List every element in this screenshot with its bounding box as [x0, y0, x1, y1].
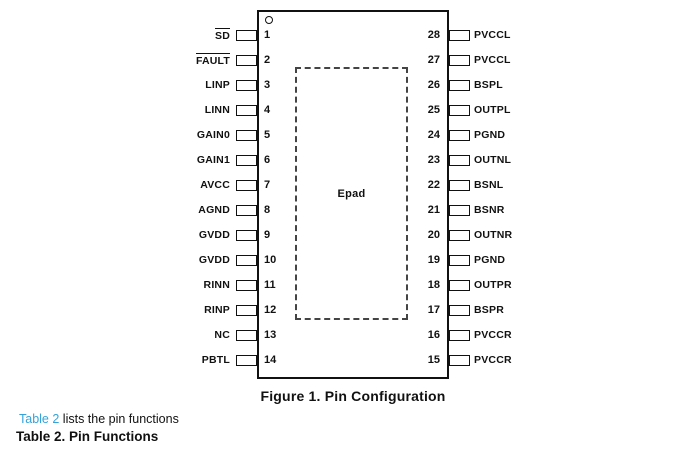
pin-stub	[449, 355, 470, 366]
pin-number: 8	[264, 204, 271, 216]
pin-number: 23	[427, 154, 440, 166]
pin-label: RINP	[204, 304, 230, 316]
pin-stub	[236, 55, 257, 66]
pin-number: 20	[427, 229, 440, 241]
pin-number: 15	[427, 354, 440, 366]
pin-stub	[236, 30, 257, 41]
pin-label: RINN	[203, 279, 230, 291]
pin-stub	[449, 80, 470, 91]
pin-stub	[236, 80, 257, 91]
pin-number: 11	[264, 279, 276, 291]
pin-number: 18	[427, 279, 440, 291]
pin-number: 28	[427, 29, 440, 41]
pin-stub	[236, 280, 257, 291]
pin-stub	[449, 330, 470, 341]
pin-label: PGND	[474, 129, 506, 141]
pin-label: LINN	[204, 104, 230, 116]
pin-stub	[236, 330, 257, 341]
pin-label: OUTPL	[474, 104, 511, 116]
pin-label: PVCCL	[474, 54, 511, 66]
epad-region: Epad	[295, 67, 408, 320]
pin-stub	[236, 105, 257, 116]
pin-number: 13	[264, 329, 277, 341]
footer-note-text: lists the pin functions	[59, 412, 179, 426]
pin-stub	[449, 305, 470, 316]
pin-stub	[449, 280, 470, 291]
pin-number: 19	[427, 254, 440, 266]
pin-label-overlined: FAULT	[195, 53, 230, 67]
pin-stub	[449, 105, 470, 116]
pin-number: 2	[264, 54, 271, 66]
pin-label: LINP	[205, 79, 230, 91]
pin-label: AVCC	[200, 179, 230, 191]
pin-number: 1	[264, 29, 271, 41]
pin-number: 12	[264, 304, 277, 316]
pin-label: GAIN0	[196, 129, 230, 141]
pin-label: OUTNL	[474, 154, 512, 166]
epad-label: Epad	[337, 187, 366, 200]
pin-number: 17	[427, 304, 440, 316]
pin-stub	[236, 180, 257, 191]
pin-label: AGND	[198, 204, 230, 216]
pin-label: PGND	[474, 254, 506, 266]
pin-label: BSPL	[474, 79, 503, 91]
pin-label-overlined: SD	[215, 28, 230, 42]
pin-label: BSNL	[474, 179, 504, 191]
pin-stub	[449, 130, 470, 141]
figure-caption: Figure 1. Pin Configuration	[260, 388, 446, 404]
ic-package-outline	[257, 10, 449, 379]
table-title: Table 2. Pin Functions	[16, 429, 159, 444]
pin-number: 24	[427, 129, 440, 141]
pin-stub	[449, 180, 470, 191]
pin-label: BSPR	[474, 304, 504, 316]
pin-stub	[236, 305, 257, 316]
pin-stub	[449, 255, 470, 266]
pin-number: 22	[427, 179, 440, 191]
pin-stub	[449, 30, 470, 41]
pin-label: NC	[214, 329, 230, 341]
pin-number: 25	[427, 104, 440, 116]
pin-label: GVDD	[198, 254, 230, 266]
pin-number: 16	[427, 329, 440, 341]
pin-label: PVCCR	[474, 329, 512, 341]
pin-number: 6	[264, 154, 271, 166]
pin-number: 4	[264, 104, 271, 116]
pin-stub	[236, 205, 257, 216]
pin-label: GVDD	[198, 229, 230, 241]
pin-stub	[449, 230, 470, 241]
pin-number: 27	[427, 54, 440, 66]
pin-label: OUTPR	[474, 279, 512, 291]
pin-label: OUTNR	[474, 229, 513, 241]
pin-label: PVCCR	[474, 354, 512, 366]
pin-label: GAIN1	[196, 154, 230, 166]
pin-label: FAULT	[110, 53, 230, 68]
pin-number: 21	[427, 204, 440, 216]
pin-number: 5	[264, 129, 271, 141]
pin-stub	[449, 55, 470, 66]
pin1-indicator-circle	[265, 16, 273, 24]
pin-stub	[236, 130, 257, 141]
pin-stub	[236, 230, 257, 241]
footer-note: Table 2 lists the pin functions	[19, 412, 179, 426]
pin-number: 26	[427, 79, 440, 91]
pin-stub	[236, 355, 257, 366]
table2-link[interactable]: Table 2	[19, 412, 60, 426]
pin-label: SD	[110, 28, 230, 43]
pin-number: 3	[264, 79, 271, 91]
pin-number: 10	[264, 254, 277, 266]
pin-label: BSNR	[474, 204, 505, 216]
pin-label: PBTL	[201, 354, 230, 366]
pin-stub	[236, 255, 257, 266]
pin-stub	[449, 155, 470, 166]
pin-number: 7	[264, 179, 271, 191]
pin-stub	[236, 155, 257, 166]
pin-label: PVCCL	[474, 29, 511, 41]
pin-number: 14	[264, 354, 277, 366]
pin-stub	[449, 205, 470, 216]
pin-number: 9	[264, 229, 271, 241]
